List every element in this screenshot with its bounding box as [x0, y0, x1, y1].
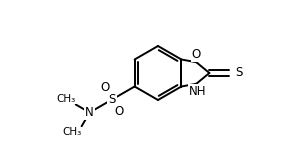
Text: CH₃: CH₃	[62, 127, 82, 137]
Text: S: S	[108, 93, 116, 106]
Text: O: O	[192, 48, 201, 61]
Text: NH: NH	[189, 85, 206, 98]
Text: S: S	[235, 66, 243, 79]
Text: N: N	[85, 106, 94, 119]
Text: CH₃: CH₃	[56, 94, 76, 103]
Text: O: O	[114, 105, 124, 118]
Text: O: O	[100, 81, 110, 94]
